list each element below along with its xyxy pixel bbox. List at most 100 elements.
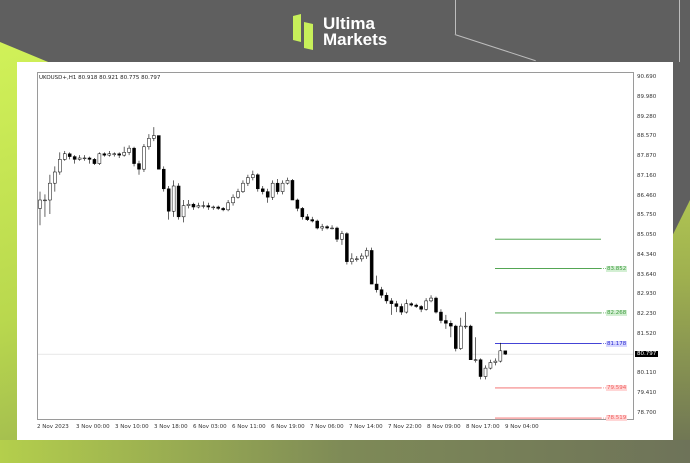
logo-mark-icon [293, 14, 313, 50]
candle-body [310, 219, 314, 222]
candle-body [330, 227, 334, 230]
candle-body [112, 153, 116, 155]
symbol-header: UKOUSD+,H1 80.918 80.921 80.775 80.797 [39, 75, 161, 81]
candle-body [256, 174, 260, 190]
candle-body [38, 199, 42, 209]
brand-logo: Ultima Markets [293, 14, 387, 50]
candle-body [434, 297, 438, 313]
candle-body [166, 188, 171, 212]
x-tick-label: 8 Nov 17:00 [466, 424, 500, 430]
candle-body [265, 191, 270, 198]
candle-body [345, 233, 349, 262]
x-tick-label: 7 Nov 14:00 [349, 424, 383, 430]
x-tick-label: 7 Nov 22:00 [388, 424, 422, 430]
candle-body [241, 182, 245, 192]
level-label: 79.594 [606, 384, 628, 391]
candle-body [429, 297, 433, 302]
level-label: 82.268 [606, 309, 628, 316]
candle-body [424, 300, 428, 310]
candle-body [226, 202, 230, 211]
candle-body [122, 152, 126, 156]
x-tick-label: 6 Nov 19:00 [271, 424, 305, 430]
candle-body [132, 147, 136, 164]
y-tick-label: 83.640 [637, 271, 657, 278]
candle-body [459, 325, 463, 349]
candle-body [454, 325, 458, 349]
brand-name-line2: Markets [323, 30, 388, 49]
candle-body [157, 135, 161, 170]
candle-body [53, 171, 57, 184]
candle-body [261, 188, 265, 192]
candle-body [300, 208, 305, 218]
level-label: 81.178 [606, 340, 628, 347]
candle-body [107, 153, 112, 156]
candle-body [236, 191, 240, 198]
candle-body [478, 359, 483, 377]
candle-body [404, 303, 409, 313]
y-tick-label: 79.410 [637, 390, 657, 397]
candle-body [315, 220, 319, 229]
candle-body [191, 203, 196, 208]
candle-body [350, 258, 354, 262]
x-tick-label: 3 Nov 18:00 [154, 424, 188, 430]
level-label: 78.519 [606, 415, 628, 422]
x-tick-label: 7 Nov 06:00 [310, 424, 344, 430]
candle-body [340, 233, 344, 240]
candle-body [295, 199, 300, 209]
candle-body [196, 205, 201, 208]
candle-body [355, 258, 359, 260]
candle-body [251, 174, 255, 178]
candle-body [280, 182, 285, 192]
candle-body [231, 196, 235, 204]
candle-body [92, 159, 97, 164]
candle-body [320, 226, 324, 229]
candle-body [290, 180, 295, 201]
background-bottom [0, 440, 690, 463]
y-tick-label: 86.460 [637, 192, 657, 199]
candle-body [246, 177, 250, 184]
candle-body [43, 199, 47, 202]
candle-body [399, 306, 404, 313]
candle-body [181, 205, 186, 218]
candle-body [305, 216, 310, 220]
candle-body [58, 159, 62, 173]
candle-body [72, 156, 77, 160]
x-tick-label: 3 Nov 00:00 [76, 424, 110, 430]
y-tick-label: 89.980 [637, 93, 657, 100]
y-tick-label: 89.280 [637, 113, 657, 120]
candle-body [468, 325, 473, 360]
candle-body [419, 306, 423, 310]
y-tick-label: 78.700 [637, 409, 657, 416]
candle-body [335, 227, 339, 240]
y-tick-label: 81.520 [637, 330, 657, 337]
candle-body [142, 146, 146, 170]
candle-body [102, 153, 107, 156]
candle-body [48, 182, 52, 201]
candle-body [379, 289, 384, 296]
candle-body [409, 303, 413, 306]
y-tick-label: 84.340 [637, 251, 657, 258]
candle-body [384, 295, 389, 302]
chart-plot-area[interactable] [37, 72, 634, 420]
x-tick-label: 6 Nov 03:00 [193, 424, 227, 430]
candle-body [211, 206, 215, 209]
candle-body [364, 250, 369, 257]
y-tick-label: 87.870 [637, 153, 657, 160]
candle-body [374, 283, 379, 290]
candle-body [473, 359, 478, 361]
y-tick-label: 85.050 [637, 232, 657, 239]
candle-body [176, 185, 181, 218]
candle-body [394, 303, 399, 307]
candle-body [325, 226, 329, 229]
candle-body [77, 157, 82, 160]
candle-body [63, 153, 67, 160]
candle-body [117, 153, 121, 156]
candle-body [67, 153, 72, 157]
candle-body [498, 350, 503, 362]
candle-body [201, 205, 206, 207]
candle-body [206, 205, 211, 208]
y-tick-label: 82.230 [637, 311, 657, 318]
x-tick-label: 3 Nov 10:00 [115, 424, 149, 430]
y-tick-label: 80.110 [637, 370, 657, 377]
candle-body [414, 304, 418, 307]
